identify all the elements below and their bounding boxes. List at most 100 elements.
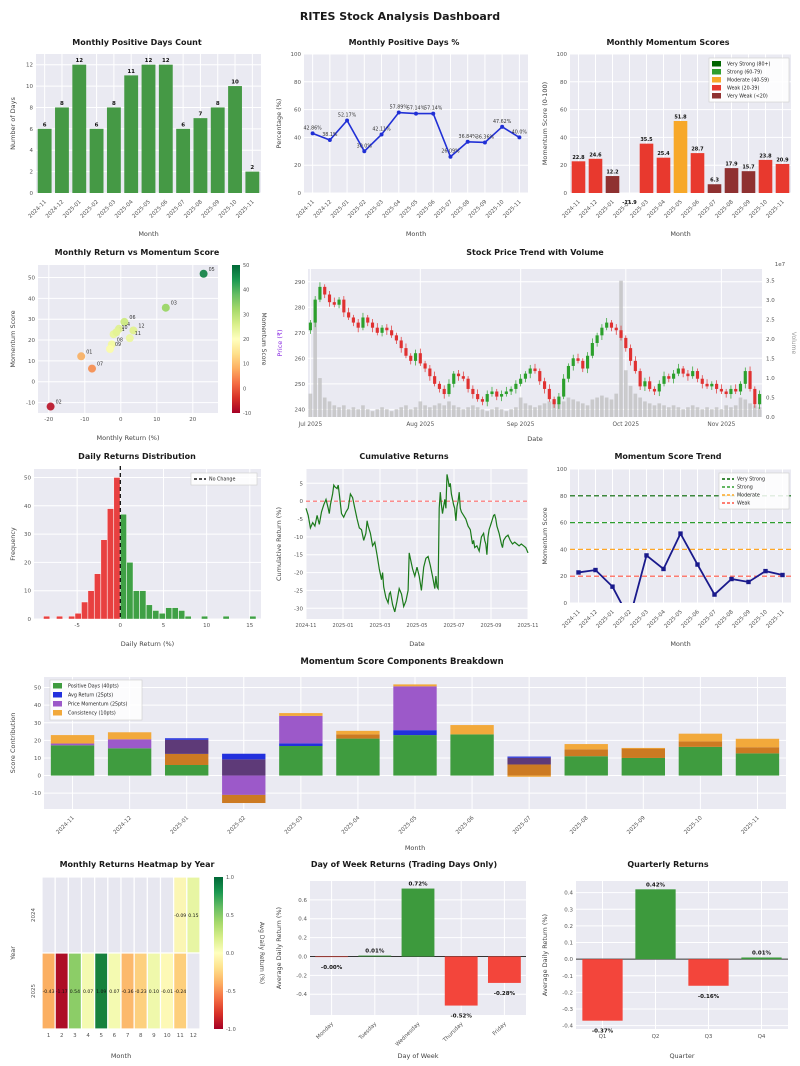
svg-text:0: 0 xyxy=(119,417,123,423)
svg-text:40: 40 xyxy=(243,288,249,294)
svg-text:57.14%: 57.14% xyxy=(407,106,426,112)
svg-text:23.8: 23.8 xyxy=(759,153,772,159)
svg-text:-10: -10 xyxy=(26,401,35,407)
svg-text:Month: Month xyxy=(111,1052,131,1060)
svg-text:1: 1 xyxy=(47,1033,51,1039)
chart-title-momentum-bars: Monthly Momentum Scores xyxy=(606,38,730,47)
svg-text:2025-11: 2025-11 xyxy=(765,199,785,219)
svg-text:2025-06: 2025-06 xyxy=(455,815,476,836)
svg-text:40: 40 xyxy=(294,135,301,141)
svg-text:100: 100 xyxy=(291,52,302,58)
momentum-components-stacked-chart: -10 0 10 20 30 40 50 2024-11 2024-12 2025-01 2025-… xyxy=(9,677,786,852)
svg-text:2025-03: 2025-03 xyxy=(370,623,391,629)
svg-text:0.2: 0.2 xyxy=(564,924,573,930)
svg-text:08: 08 xyxy=(117,337,123,343)
svg-text:09: 09 xyxy=(115,342,121,348)
svg-text:01: 01 xyxy=(86,349,92,355)
svg-text:Frequency: Frequency xyxy=(9,527,17,561)
svg-text:0: 0 xyxy=(30,191,34,197)
svg-text:0.6: 0.6 xyxy=(298,898,307,904)
svg-text:0: 0 xyxy=(28,617,32,623)
svg-text:15: 15 xyxy=(246,623,253,629)
svg-text:2025-11: 2025-11 xyxy=(502,199,522,219)
svg-text:2025-07: 2025-07 xyxy=(512,815,533,836)
svg-text:2: 2 xyxy=(30,170,34,176)
svg-text:Volume: Volume xyxy=(790,332,797,355)
svg-text:Price (₹): Price (₹) xyxy=(276,329,284,356)
panel-positive-pct: Monthly Positive Days % 0 20 40 60 80 100 42.8… xyxy=(274,36,534,240)
svg-text:Year: Year xyxy=(9,946,17,961)
chart-title-cumret: Cumulative Returns xyxy=(359,452,449,461)
svg-text:-10: -10 xyxy=(80,417,89,423)
quarterly-returns-chart: -0.4 -0.3 -0.2 -0.1 0.0 0.1 0.2 0.3 0.4 -0.37%Q1 0… xyxy=(541,881,788,1060)
monthly-returns-heatmap-chart: -0.09 0.15-0.43 -1.17 0.54 0.07 1.09 0.07 -0.36… xyxy=(9,875,265,1060)
svg-text:9: 9 xyxy=(152,1033,156,1039)
svg-text:80: 80 xyxy=(560,80,567,86)
svg-text:2025-10: 2025-10 xyxy=(683,815,704,836)
svg-text:0.0: 0.0 xyxy=(766,415,775,421)
svg-text:10: 10 xyxy=(34,756,41,762)
svg-text:10: 10 xyxy=(121,325,127,331)
panel-candles: Stock Price Trend with Volume 240 250 260 2… xyxy=(274,246,797,444)
svg-text:1.0: 1.0 xyxy=(766,376,775,382)
panel-components: Momentum Score Components Breakdown -10 0… xyxy=(8,656,796,854)
svg-text:-1.0: -1.0 xyxy=(226,1027,236,1033)
svg-text:0: 0 xyxy=(243,386,246,392)
svg-text:11: 11 xyxy=(127,69,135,75)
svg-text:Average Daily Return (%): Average Daily Return (%) xyxy=(541,914,549,996)
svg-text:Monday: Monday xyxy=(315,1021,335,1041)
svg-text:-0.01: -0.01 xyxy=(161,989,173,995)
svg-text:2025-01: 2025-01 xyxy=(333,623,354,629)
svg-text:2024-12: 2024-12 xyxy=(113,815,133,835)
svg-text:25.4: 25.4 xyxy=(657,151,670,157)
svg-text:Month: Month xyxy=(670,640,690,648)
svg-text:20: 20 xyxy=(189,417,196,423)
svg-text:26.09%: 26.09% xyxy=(441,149,460,155)
panel-quarterly: Quarterly Returns -0.4 -0.3 -0.2 -0.1 0.0 0.1… xyxy=(540,858,796,1062)
svg-text:30: 30 xyxy=(34,721,41,727)
svg-text:0: 0 xyxy=(564,191,568,197)
chart-title-momtrend: Momentum Score Trend xyxy=(614,452,722,461)
svg-text:12: 12 xyxy=(190,1033,197,1039)
svg-text:36.36%: 36.36% xyxy=(476,134,495,140)
svg-text:-0.4: -0.4 xyxy=(562,1024,573,1030)
panel-cumret: Cumulative Returns 5 0 -5 -10 -15 -20 -25 -30 20… xyxy=(274,450,538,650)
svg-text:Very Strong (80+): Very Strong (80+) xyxy=(727,62,771,68)
svg-text:0: 0 xyxy=(300,499,304,505)
svg-text:Tuesday: Tuesday xyxy=(357,1021,378,1042)
svg-text:Daily Return (%): Daily Return (%) xyxy=(121,640,174,648)
svg-text:10: 10 xyxy=(231,80,239,86)
svg-text:10: 10 xyxy=(243,362,249,368)
svg-text:-0.00%: -0.00% xyxy=(321,965,343,971)
svg-text:20: 20 xyxy=(34,738,41,744)
svg-text:1.0: 1.0 xyxy=(226,875,234,881)
svg-text:22.8: 22.8 xyxy=(572,155,585,161)
svg-text:0.3: 0.3 xyxy=(564,907,573,913)
svg-text:40: 40 xyxy=(34,703,41,709)
svg-text:60: 60 xyxy=(294,108,301,114)
svg-text:20: 20 xyxy=(560,163,567,169)
svg-text:-10: -10 xyxy=(294,535,303,541)
svg-text:-30: -30 xyxy=(294,606,303,612)
svg-text:Oct 2025: Oct 2025 xyxy=(612,422,639,428)
svg-text:0: 0 xyxy=(298,191,302,197)
positive-days-pct-chart: 0 20 40 60 80 100 42.86%38.1% 52.17% 30.0% 42.11%… xyxy=(275,52,528,238)
svg-text:0.4: 0.4 xyxy=(298,917,307,923)
panel-positive-days: Monthly Positive Days Count 0 2 4 6 8 10 12 6 8 1… xyxy=(8,36,266,240)
svg-text:42.11%: 42.11% xyxy=(372,126,391,132)
svg-text:52.17%: 52.17% xyxy=(338,112,357,118)
svg-text:270: 270 xyxy=(295,331,306,337)
svg-text:-15: -15 xyxy=(294,553,303,559)
svg-text:6: 6 xyxy=(95,122,99,128)
svg-text:Very Strong: Very Strong xyxy=(737,477,765,483)
svg-text:-0.36: -0.36 xyxy=(122,989,134,995)
svg-text:12: 12 xyxy=(145,58,153,64)
svg-text:-11.9: -11.9 xyxy=(622,200,637,206)
svg-text:Momentum Score (0-100): Momentum Score (0-100) xyxy=(541,82,549,165)
svg-text:Date: Date xyxy=(409,640,425,648)
svg-text:0.2: 0.2 xyxy=(298,936,307,942)
panel-dow: Day of Week Returns (Trading Days Only) … xyxy=(274,858,534,1062)
svg-text:Q4: Q4 xyxy=(758,1034,766,1040)
svg-text:0.5: 0.5 xyxy=(766,396,775,402)
svg-text:10: 10 xyxy=(26,84,33,90)
